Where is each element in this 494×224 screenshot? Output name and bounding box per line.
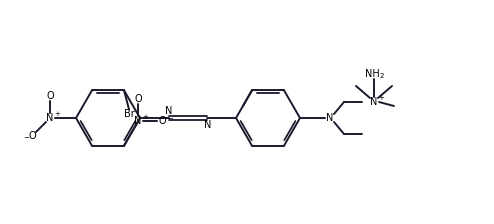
Text: Br: Br <box>124 109 134 119</box>
Text: N: N <box>327 113 333 123</box>
Text: +: + <box>142 114 148 121</box>
Text: +: + <box>54 111 60 117</box>
Text: N: N <box>134 116 142 127</box>
Text: N: N <box>165 106 172 116</box>
Text: O: O <box>46 91 54 101</box>
Text: +: + <box>378 95 384 101</box>
Text: NH: NH <box>365 69 379 79</box>
Text: N: N <box>204 120 211 130</box>
Text: O: O <box>134 95 142 104</box>
Text: −: − <box>23 135 29 141</box>
Text: O: O <box>28 131 36 141</box>
Text: −: − <box>167 116 173 123</box>
Text: 2: 2 <box>380 73 384 79</box>
Text: O: O <box>158 116 166 127</box>
Text: N: N <box>46 113 54 123</box>
Text: N: N <box>370 97 378 107</box>
